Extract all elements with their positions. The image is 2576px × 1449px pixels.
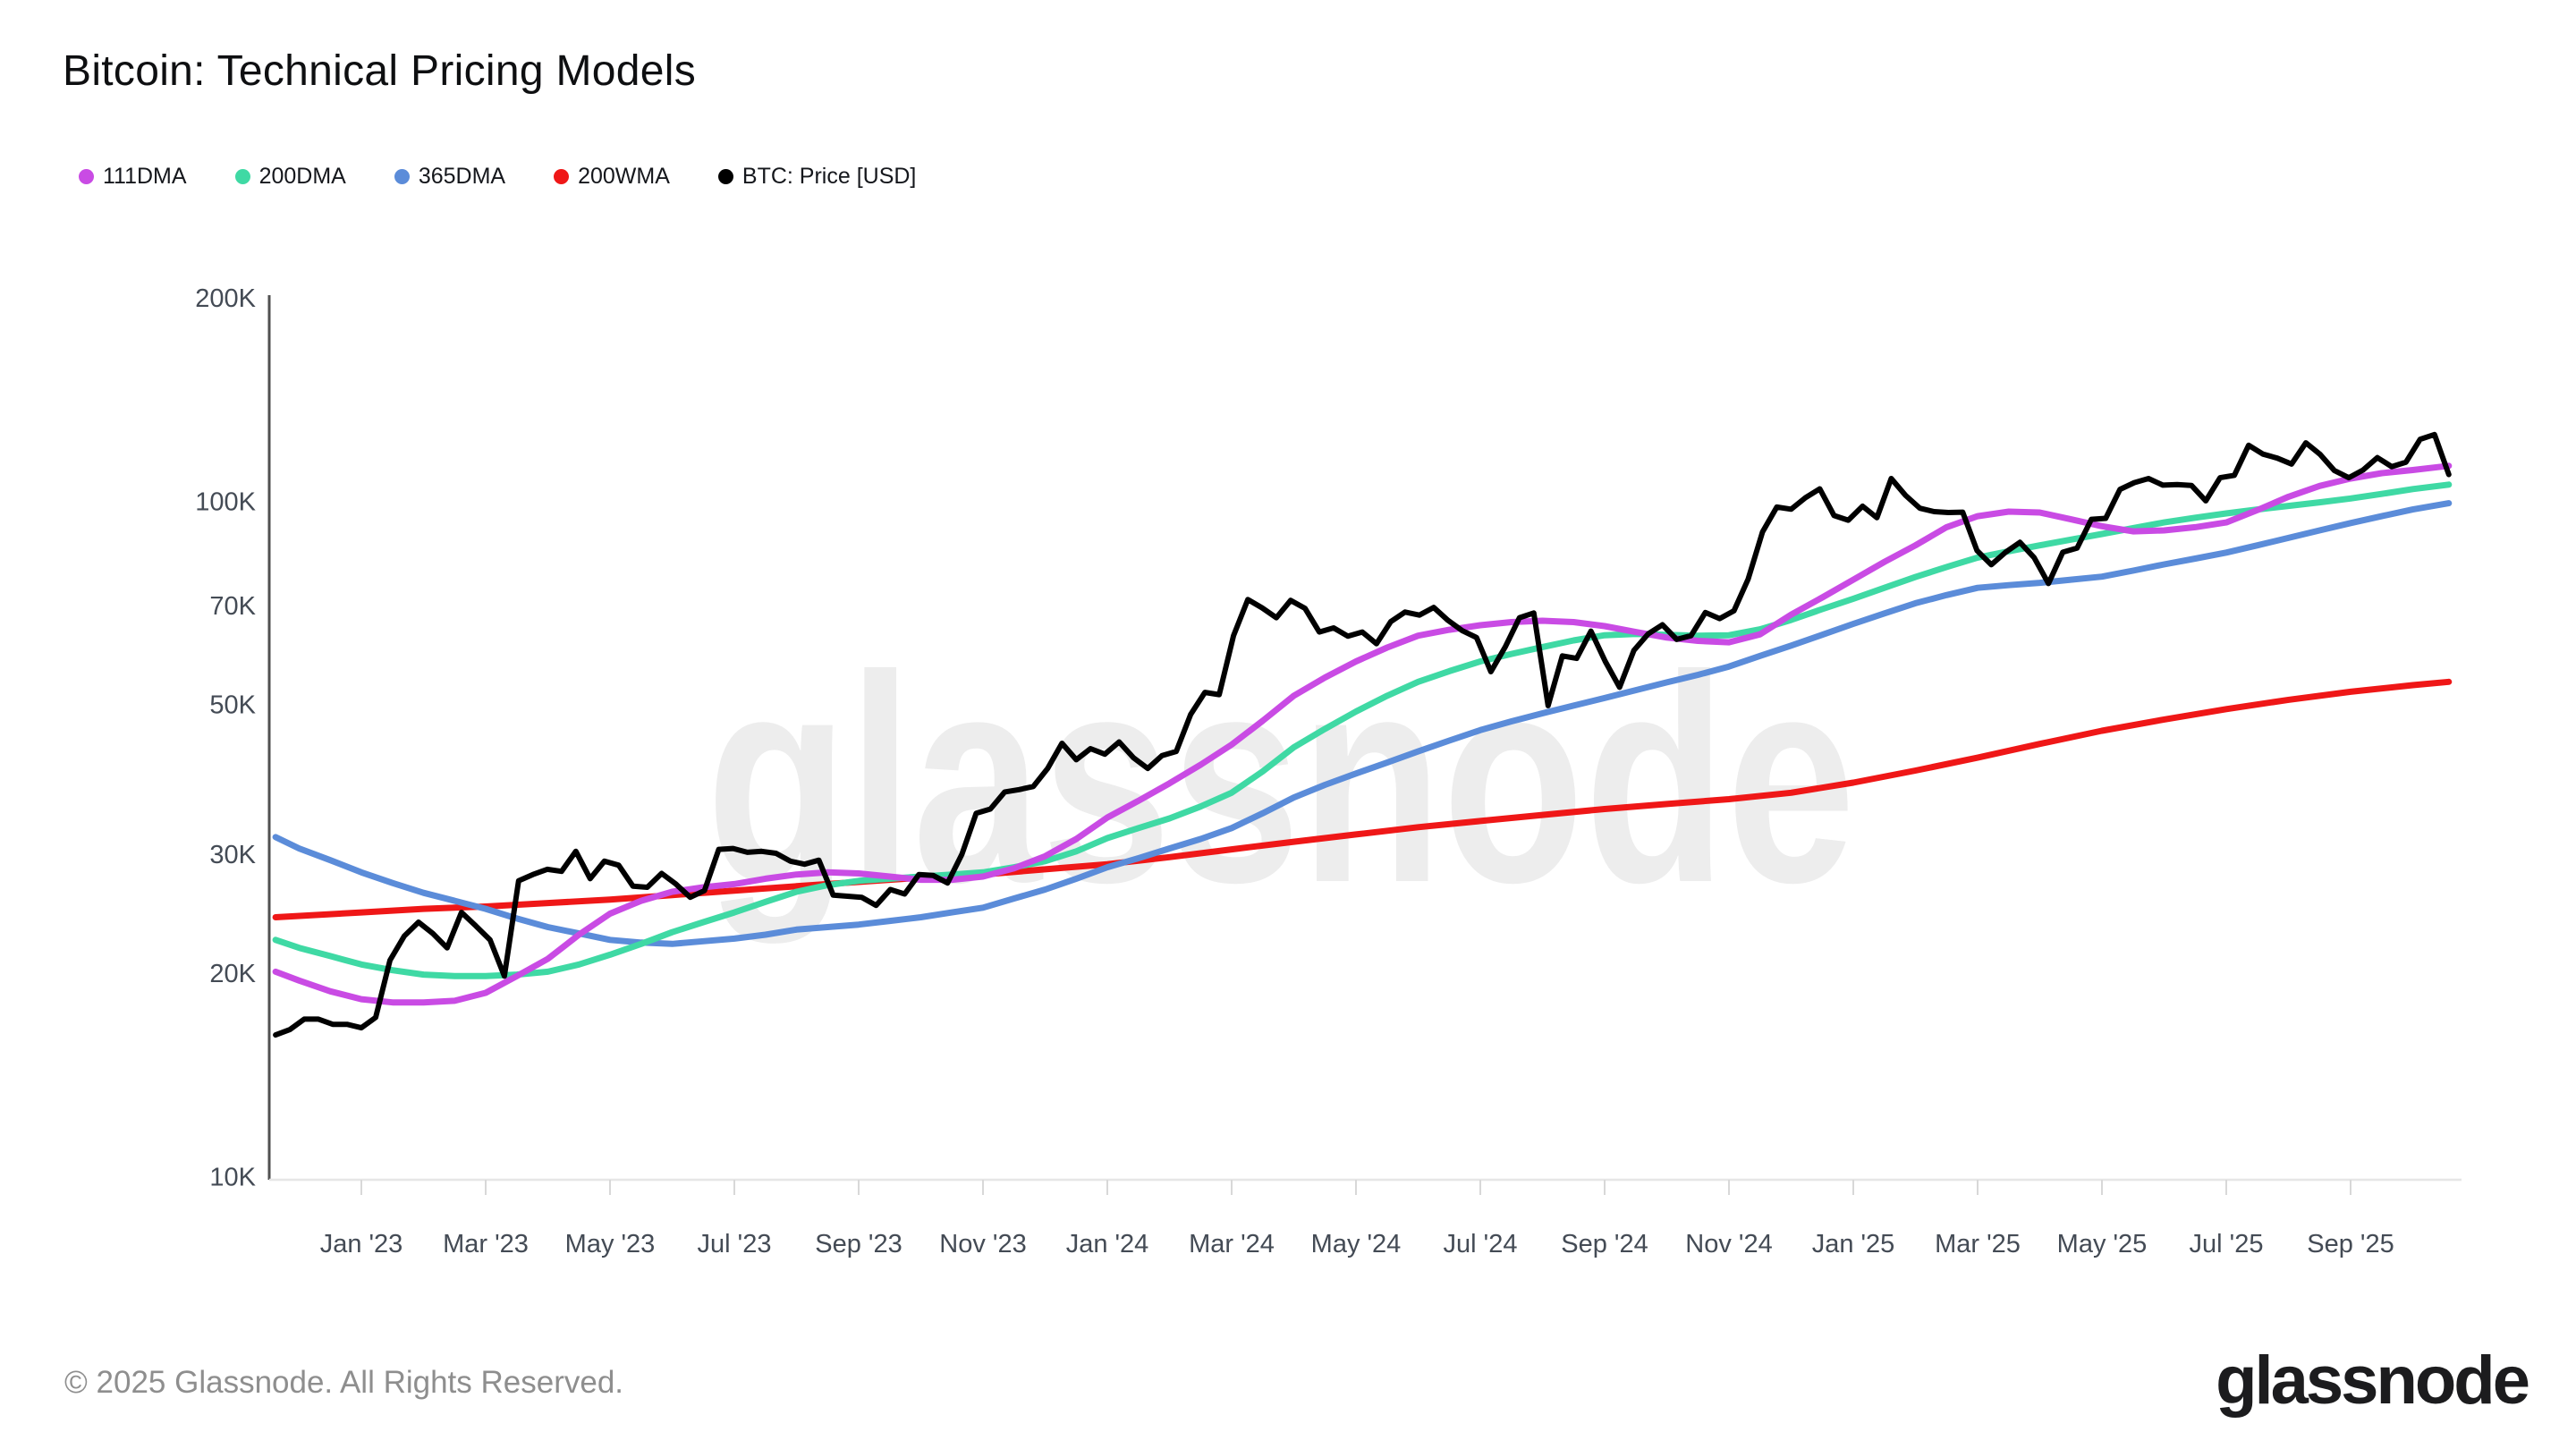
x-tick-label: Jan '25 [1812,1230,1895,1258]
legend-item-200dma[interactable]: 200DMA [234,164,346,190]
legend-swatch-icon [717,169,733,184]
y-tick-label: 10K [209,1163,256,1191]
x-tick-label: Nov '23 [939,1230,1026,1258]
brand-wordmark: glassnode [2216,1343,2530,1419]
legend-label: BTC: Price [USD] [741,164,917,189]
copyright-text: © 2025 Glassnode. All Rights Reserved. [64,1365,624,1400]
y-tick-label: 100K [195,487,256,516]
y-tick-label: 70K [209,592,256,621]
y-tick-label: 50K [209,691,256,720]
legend-item-btc-price-usd[interactable]: BTC: Price [USD] [717,164,917,190]
y-tick-label: 30K [209,841,256,869]
x-tick-label: Jul '24 [1444,1230,1518,1258]
x-tick-label: Mar '23 [443,1230,529,1258]
x-tick-label: Jan '24 [1066,1230,1149,1258]
x-tick-label: Mar '25 [1935,1230,2021,1258]
legend-swatch-icon [234,169,250,184]
legend-label: 200WMA [578,164,670,189]
series-line-111dma [272,462,2453,1006]
x-tick-label: Jul '25 [2190,1230,2264,1258]
chart-title: Bitcoin: Technical Pricing Models [63,47,697,95]
legend-label: 365DMA [418,164,506,189]
legend: 111DMA 200DMA 365DMA 200WMA BTC: Price [USD] [79,164,964,190]
legend-swatch-icon [394,169,410,184]
x-tick-label: Sep '23 [815,1230,902,1258]
watermark-text: glassnode [707,614,1856,945]
x-tick-label: Sep '24 [1561,1230,1648,1258]
x-tick-label: May '23 [565,1230,656,1258]
x-tick-label: Sep '25 [2307,1230,2394,1258]
legend-swatch-icon [554,169,570,184]
x-tick-label: Mar '24 [1189,1230,1275,1258]
x-tick-label: May '25 [2057,1230,2148,1258]
legend-label: 111DMA [103,164,187,189]
x-tick-label: Nov '24 [1685,1230,1772,1258]
legend-item-365dma[interactable]: 365DMA [394,164,505,190]
x-tick-label: Jan '23 [320,1230,403,1258]
y-tick-label: 200K [195,284,256,313]
x-tick-label: May '24 [1311,1230,1402,1258]
legend-label: 200DMA [258,164,346,189]
series-line-btc-price-usd [273,431,2452,1038]
legend-item-200wma[interactable]: 200WMA [554,164,670,190]
series-line-365dma [272,500,2453,947]
legend-item-111dma[interactable]: 111DMA [79,164,187,190]
x-tick-label: Jul '23 [698,1230,772,1258]
legend-swatch-icon [79,169,94,184]
y-tick-label: 20K [209,960,256,988]
